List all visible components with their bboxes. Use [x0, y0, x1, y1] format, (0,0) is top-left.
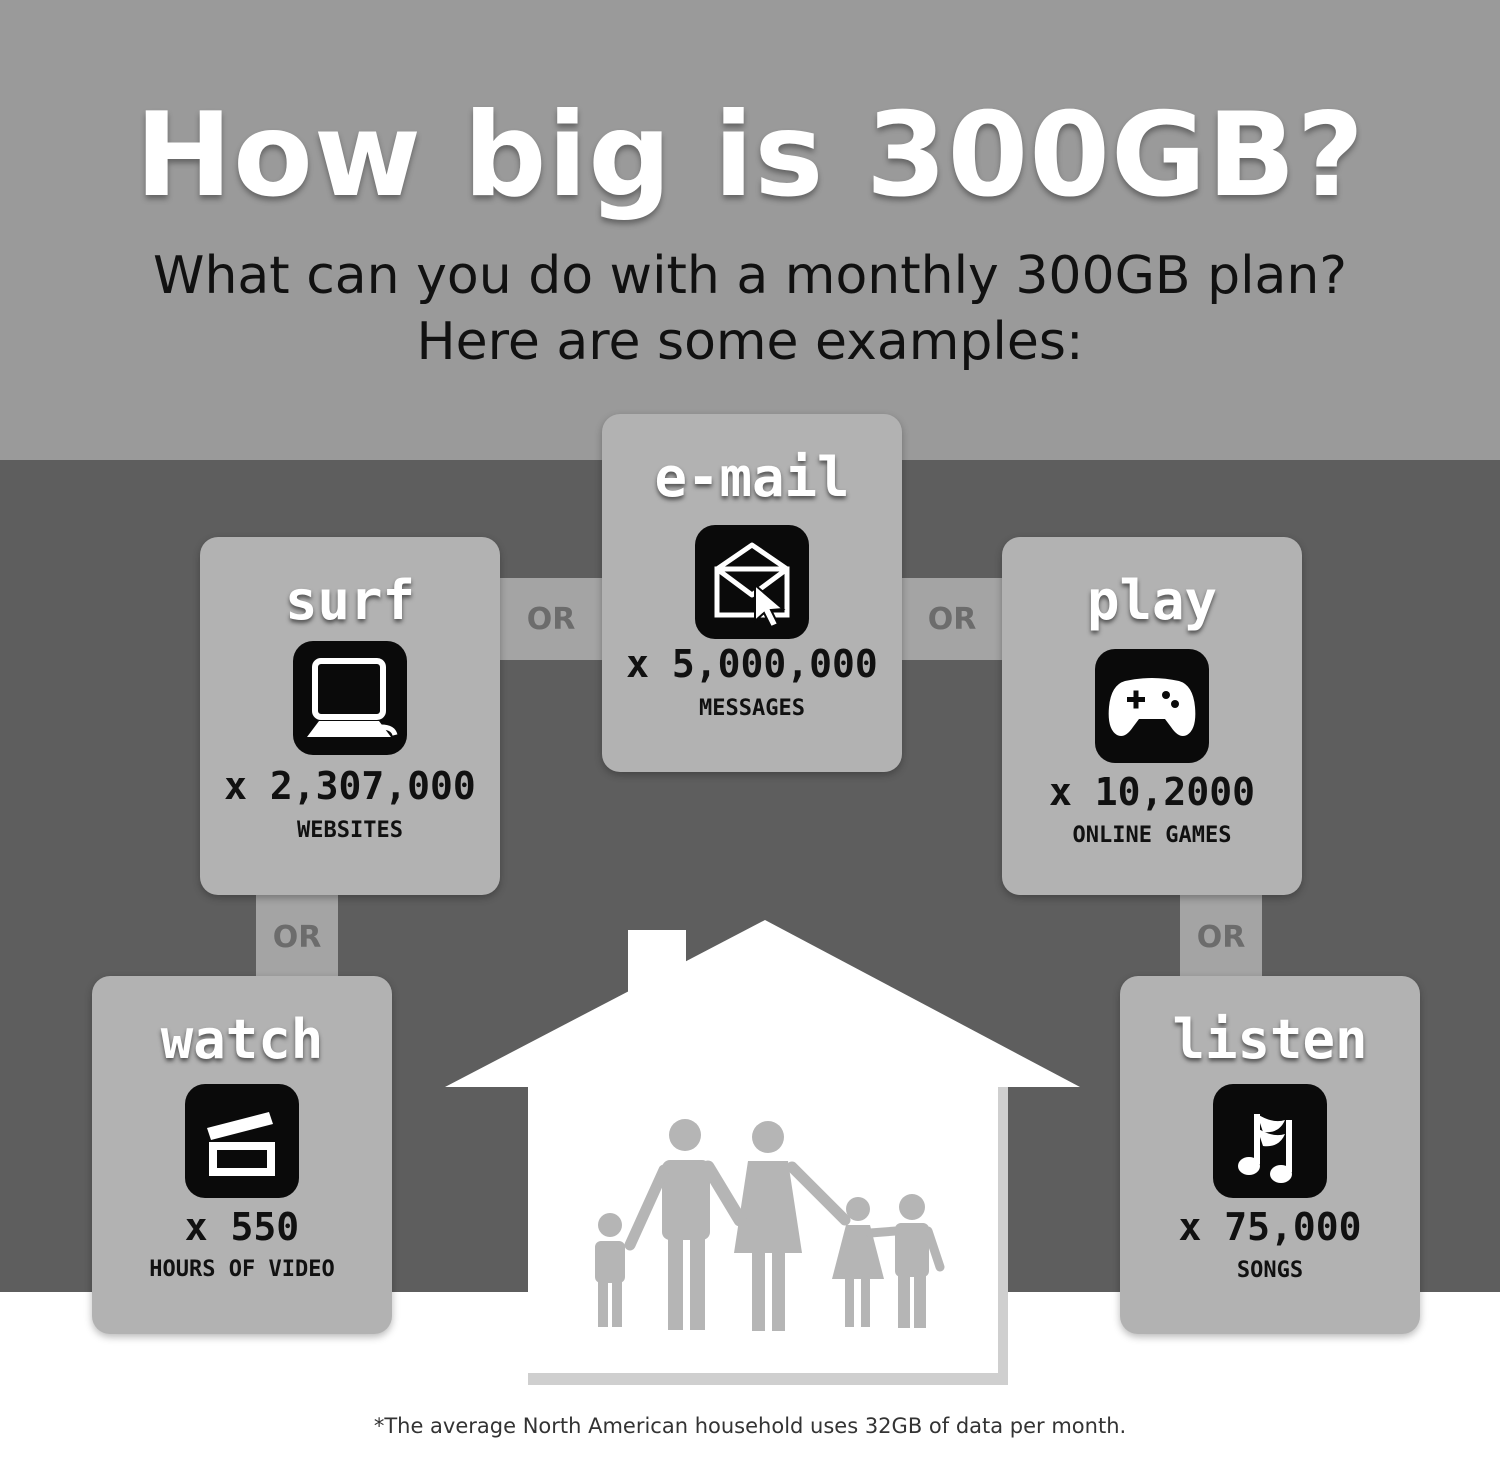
surf-count: x 2,307,000 [224, 764, 476, 808]
watch-title: watch [160, 1008, 324, 1071]
watch-card: watch x 550 HOURS OF VIDEO [92, 976, 392, 1334]
surf-title: surf [284, 569, 416, 632]
listen-count: x 75,000 [1178, 1205, 1362, 1249]
or-label-play-listen: OR [1196, 920, 1246, 955]
play-card: play x 10,2000 ONLINE GAMES [1002, 537, 1302, 895]
connector-surf-watch [256, 895, 338, 979]
subtitle-line-1: What can you do with a monthly 300GB pla… [153, 246, 1347, 306]
play-unit: ONLINE GAMES [1072, 823, 1232, 848]
watch-unit: HOURS OF VIDEO [149, 1257, 335, 1282]
subtitle: What can you do with a monthly 300GB pla… [0, 243, 1500, 375]
email-title: e-mail [654, 446, 850, 509]
header-background [0, 0, 1500, 460]
watch-count: x 550 [184, 1205, 300, 1249]
listen-unit: SONGS [1236, 1258, 1304, 1283]
laptop-icon [293, 641, 407, 755]
connector-surf-email [500, 578, 602, 660]
footnote: *The average North American household us… [373, 1414, 1127, 1438]
page-title: How big is 300GB? [135, 88, 1365, 223]
or-label-surf-watch: OR [272, 920, 322, 955]
music-note-icon [1213, 1084, 1327, 1198]
email-count: x 5,000,000 [626, 642, 878, 686]
or-label-surf-email: OR [526, 602, 576, 637]
email-card: e-mail x 5,000,000 MESSAGES [602, 414, 902, 772]
clapperboard-icon [185, 1084, 299, 1198]
email-unit: MESSAGES [699, 696, 805, 721]
play-count: x 10,2000 [1049, 770, 1255, 814]
surf-unit: WEBSITES [297, 818, 403, 843]
listen-title: listen [1172, 1008, 1368, 1071]
subtitle-line-2: Here are some examples: [416, 312, 1084, 372]
connector-email-play [902, 578, 1004, 660]
listen-card: listen x 75,000 SONGS [1120, 976, 1420, 1334]
surf-card: surf x 2,307,000 WEBSITES [200, 537, 500, 895]
or-label-email-play: OR [927, 602, 977, 637]
play-title: play [1086, 569, 1218, 632]
family-house-icon [440, 915, 1085, 1390]
gamepad-icon [1095, 649, 1209, 763]
connector-play-listen [1180, 895, 1262, 979]
envelope-icon [695, 525, 809, 639]
